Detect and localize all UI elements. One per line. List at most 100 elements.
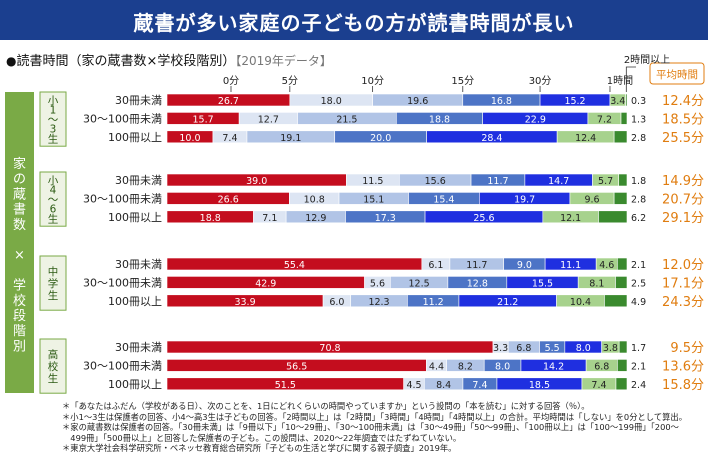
bar-segment [615, 276, 628, 289]
row-average-label: 17.1分 [662, 276, 704, 291]
row-label: 30〜100冊未満 [83, 276, 162, 289]
bar-value-label: 8.0 [495, 361, 510, 372]
bar-value-label: 21.2 [497, 297, 518, 308]
group-label-char: 生 [48, 372, 59, 385]
row-average-label: 25.5分 [662, 131, 704, 146]
row-label: 30〜100冊未満 [83, 359, 162, 372]
bar-value-label: 7.4 [591, 380, 606, 391]
bar-value-label: 19.6 [407, 96, 428, 107]
bar-value-label: 1.7 [631, 343, 646, 354]
group-label-char: 生 [48, 212, 59, 225]
subtitle-year-note: 【2019年データ】 [235, 54, 332, 68]
subtitle-bullet: ● [6, 54, 17, 68]
bar-value-label: 0.3 [631, 96, 646, 107]
bar-value-label: 18.8 [429, 114, 450, 125]
group-label-box [39, 91, 67, 147]
segment-category-label: 2時間以上 [624, 54, 670, 66]
group-label-char: 6 [50, 204, 57, 216]
bar-value-label: 5.6 [370, 278, 385, 289]
group-label-box [39, 255, 67, 311]
row-average-label: 12.0分 [662, 258, 704, 273]
bar-value-label: 14.7 [548, 176, 569, 187]
bar-value-label: 4.9 [631, 297, 646, 308]
group-label-char: 1 [50, 104, 57, 116]
bar-value-label: 4.6 [599, 260, 614, 271]
group-label-char: 〜 [48, 194, 59, 206]
outer-axis-label-char: 蔵 [13, 187, 26, 202]
row-average-label: 29.1分 [662, 211, 704, 226]
outer-axis-label-char: 別 [13, 339, 26, 354]
group-label-char: 小 [48, 175, 59, 187]
page-title: 蔵書が多い家庭の子どもの方が読書時間が長い [133, 11, 575, 35]
outer-axis-label-char: 家 [13, 156, 26, 172]
segment-category-label: 5分 [282, 75, 298, 87]
bar-value-label: 7.4 [472, 380, 487, 391]
bar-value-label: 28.4 [481, 133, 502, 144]
group-label-char: 〜 [48, 114, 59, 126]
bar-value-label: 11.5 [362, 176, 383, 187]
title-banner: 蔵書が多い家庭の子どもの方が読書時間が長い [0, 0, 708, 40]
outer-axis-label-char: 校 [13, 293, 26, 309]
bar-value-label: 15.2 [564, 96, 585, 107]
outer-axis-label-char: 段 [13, 309, 26, 324]
bar-value-label: 12.7 [258, 114, 279, 125]
avg-header-label: 平均時間 [656, 69, 698, 81]
bar-value-label: 70.8 [319, 343, 340, 354]
bar-value-label: 19.7 [514, 194, 535, 205]
bar-value-label: 7.2 [597, 114, 612, 125]
bar-value-label: 6.2 [631, 213, 646, 224]
bar-value-label: 15.6 [425, 176, 446, 187]
segment-category-label: 30分 [529, 75, 552, 87]
row-average-label: 20.7分 [662, 192, 704, 207]
row-label: 30冊未満 [115, 94, 162, 107]
bar-value-label: 15.4 [433, 194, 454, 205]
bar-value-label: 19.1 [280, 133, 301, 144]
row-label: 100冊以上 [108, 211, 162, 224]
bar-value-label: 15.5 [532, 278, 553, 289]
row-label: 100冊以上 [108, 131, 162, 144]
bar-value-label: 20.0 [370, 133, 391, 144]
bar-value-label: 39.0 [246, 176, 267, 187]
footnotes: ＊「あなたはふだん（学校がある日）、次のことを、1日にどれくらいの時間やっていま… [62, 401, 702, 454]
bar-value-label: 21.5 [336, 114, 357, 125]
bar-value-label: 6.0 [329, 297, 344, 308]
bar-value-label: 18.8 [200, 213, 221, 224]
bar-value-label: 2.1 [631, 361, 646, 372]
bar-segment [604, 294, 628, 308]
bar-value-label: 18.5 [529, 380, 550, 391]
segment-category-label: 1時間 [607, 75, 633, 87]
group-label-char: 生 [48, 132, 59, 145]
bar-value-label: 56.5 [286, 361, 307, 372]
bar-segment [613, 130, 628, 144]
bar-value-label: 8.0 [576, 343, 591, 354]
bar-segment [613, 192, 628, 205]
row-average-label: 9.5分 [670, 341, 704, 356]
chart-subtitle: ●読書時間（家の蔵書数×学校段階別）【2019年データ】 [6, 50, 332, 69]
outer-axis-label-char: 階 [13, 324, 26, 339]
bar-value-label: 1.3 [631, 114, 646, 125]
bar-value-label: 7.1 [262, 213, 277, 224]
bar-value-label: 8.1 [589, 278, 604, 289]
segment-category-label: 0分 [223, 75, 239, 87]
bar-segment [625, 93, 628, 107]
bar-value-label: 10.8 [304, 194, 325, 205]
bar-value-label: 22.9 [525, 114, 546, 125]
avg-header-box [649, 62, 705, 85]
bar-value-label: 15.1 [363, 194, 384, 205]
row-label: 30冊未満 [115, 341, 162, 354]
bar-segment [620, 112, 628, 125]
bar-segment [617, 359, 628, 372]
bar-value-label: 33.9 [234, 297, 255, 308]
group-label-char: 3 [50, 124, 57, 136]
group-label-char: 中 [48, 265, 59, 278]
bar-segment [618, 340, 628, 354]
bar-value-label: 9.0 [517, 260, 532, 271]
bar-segment [617, 257, 628, 271]
segment-label-leader [625, 66, 636, 92]
bar-value-label: 3.3 [493, 343, 508, 354]
bar-value-label: 51.5 [275, 380, 296, 391]
group-label-char: 生 [48, 289, 59, 302]
row-average-label: 24.3分 [662, 295, 704, 310]
bar-value-label: 2.8 [631, 194, 646, 205]
bar-value-label: 42.9 [255, 278, 276, 289]
